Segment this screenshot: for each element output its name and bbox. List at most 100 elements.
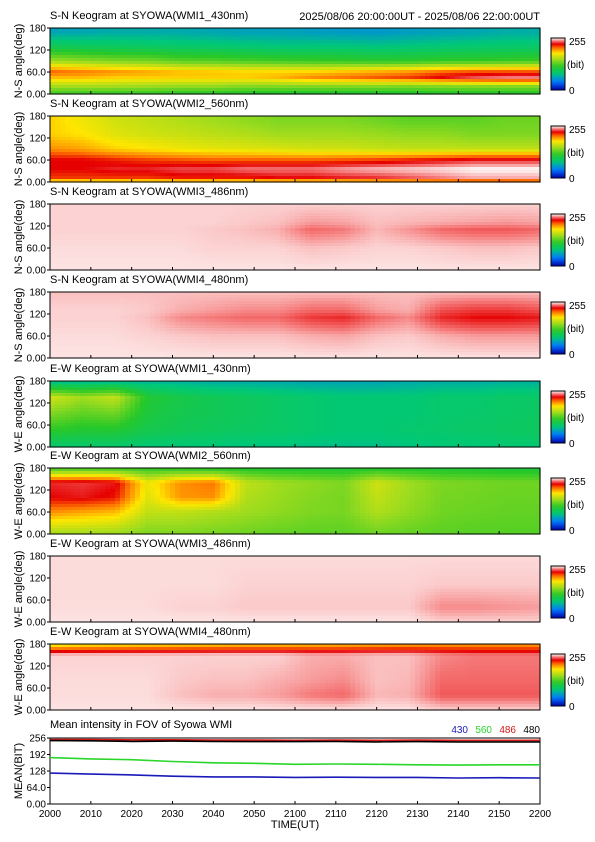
keogram-cell	[75, 76, 81, 80]
keogram-cell	[385, 73, 391, 77]
keogram-cell	[155, 37, 161, 41]
keogram-cell	[200, 76, 206, 80]
keogram-cell	[460, 28, 466, 32]
keogram-cell	[55, 70, 61, 74]
keogram-cell	[380, 40, 386, 44]
keogram-cell	[260, 76, 266, 80]
keogram-cell	[375, 76, 381, 80]
keogram-cell	[190, 40, 196, 44]
keogram-cell	[515, 67, 521, 71]
keogram-cell	[485, 82, 491, 86]
keogram-cell	[385, 79, 391, 83]
y-tick-label: 60.0	[27, 68, 47, 79]
keogram-cell	[265, 37, 271, 41]
keogram-cell	[385, 52, 391, 56]
keogram-cell	[155, 43, 161, 47]
keogram-cell	[315, 85, 321, 89]
keogram-cell	[145, 49, 151, 53]
keogram-cell	[440, 28, 446, 32]
keogram-cell	[490, 31, 496, 35]
keogram-cell	[255, 73, 261, 77]
keogram-cell	[265, 34, 271, 38]
keogram-cell	[520, 67, 526, 71]
keogram-cell	[305, 61, 311, 65]
keogram-cell	[275, 46, 281, 50]
keogram-cell	[200, 40, 206, 44]
keogram-cell	[285, 52, 291, 56]
keogram-cell	[90, 61, 96, 65]
keogram-cell	[275, 28, 281, 32]
keogram-cell	[410, 73, 416, 77]
keogram-cell	[475, 79, 481, 83]
keogram-cell	[150, 61, 156, 65]
keogram-cell	[385, 46, 391, 50]
keogram-cell	[160, 52, 166, 56]
keogram-cell	[535, 31, 541, 35]
keogram-cell	[135, 76, 141, 80]
keogram-cell	[220, 85, 226, 89]
keogram-cell	[180, 73, 186, 77]
keogram-cell	[435, 58, 441, 62]
keogram-cell	[205, 49, 211, 53]
keogram-cell	[370, 46, 376, 50]
keogram-cell	[330, 28, 336, 32]
keogram-cell	[190, 37, 196, 41]
keogram-cell	[390, 76, 396, 80]
keogram-cell	[365, 28, 371, 32]
keogram-cell	[425, 28, 431, 32]
y-tick-label: 180	[29, 24, 46, 35]
keogram-cell	[130, 46, 136, 50]
keogram-cell	[395, 70, 401, 74]
keogram-cell	[240, 31, 246, 35]
keogram-cell	[160, 34, 166, 38]
keogram-cell	[505, 40, 511, 44]
keogram-cell	[280, 64, 286, 68]
keogram-cell	[385, 43, 391, 47]
keogram-cell	[235, 55, 241, 59]
keogram-cell	[255, 52, 261, 56]
keogram-cell	[405, 28, 411, 32]
keogram-cell	[115, 58, 121, 62]
keogram-cell	[290, 82, 296, 86]
keogram-cell	[255, 64, 261, 68]
keogram-cell	[350, 40, 356, 44]
keogram-cell	[505, 61, 511, 65]
keogram-cell	[395, 61, 401, 65]
keogram-cell	[350, 58, 356, 62]
keogram-cell	[315, 46, 321, 50]
keogram-cell	[80, 64, 86, 68]
keogram-cell	[520, 28, 526, 32]
keogram-cell	[75, 85, 81, 89]
keogram-cell	[395, 82, 401, 86]
keogram-cell	[60, 40, 66, 44]
keogram-cell	[185, 73, 191, 77]
keogram-cell	[230, 73, 236, 77]
keogram-cell	[475, 55, 481, 59]
keogram-cell	[305, 73, 311, 77]
keogram-cell	[55, 31, 61, 35]
keogram-cell	[215, 55, 221, 59]
keogram-cell	[50, 88, 56, 92]
keogram-cell	[430, 61, 436, 65]
keogram-cell	[315, 82, 321, 86]
keogram-cell	[290, 52, 296, 56]
keogram-cell	[290, 58, 296, 62]
keogram-cell	[215, 70, 221, 74]
keogram-cell	[460, 61, 466, 65]
keogram-cell	[400, 52, 406, 56]
keogram-cell	[100, 52, 106, 56]
keogram-cell	[390, 64, 396, 68]
keogram-cell	[390, 52, 396, 56]
keogram-cell	[460, 31, 466, 35]
keogram-cell	[415, 34, 421, 38]
keogram-cell	[530, 58, 536, 62]
keogram-cell	[405, 82, 411, 86]
keogram-cell	[300, 79, 306, 83]
keogram-cell	[110, 76, 116, 80]
keogram-cell	[515, 79, 521, 83]
keogram-cell	[390, 40, 396, 44]
keogram-cell	[195, 79, 201, 83]
keogram-cell	[335, 46, 341, 50]
keogram-cell	[205, 52, 211, 56]
keogram-cell	[360, 85, 366, 89]
